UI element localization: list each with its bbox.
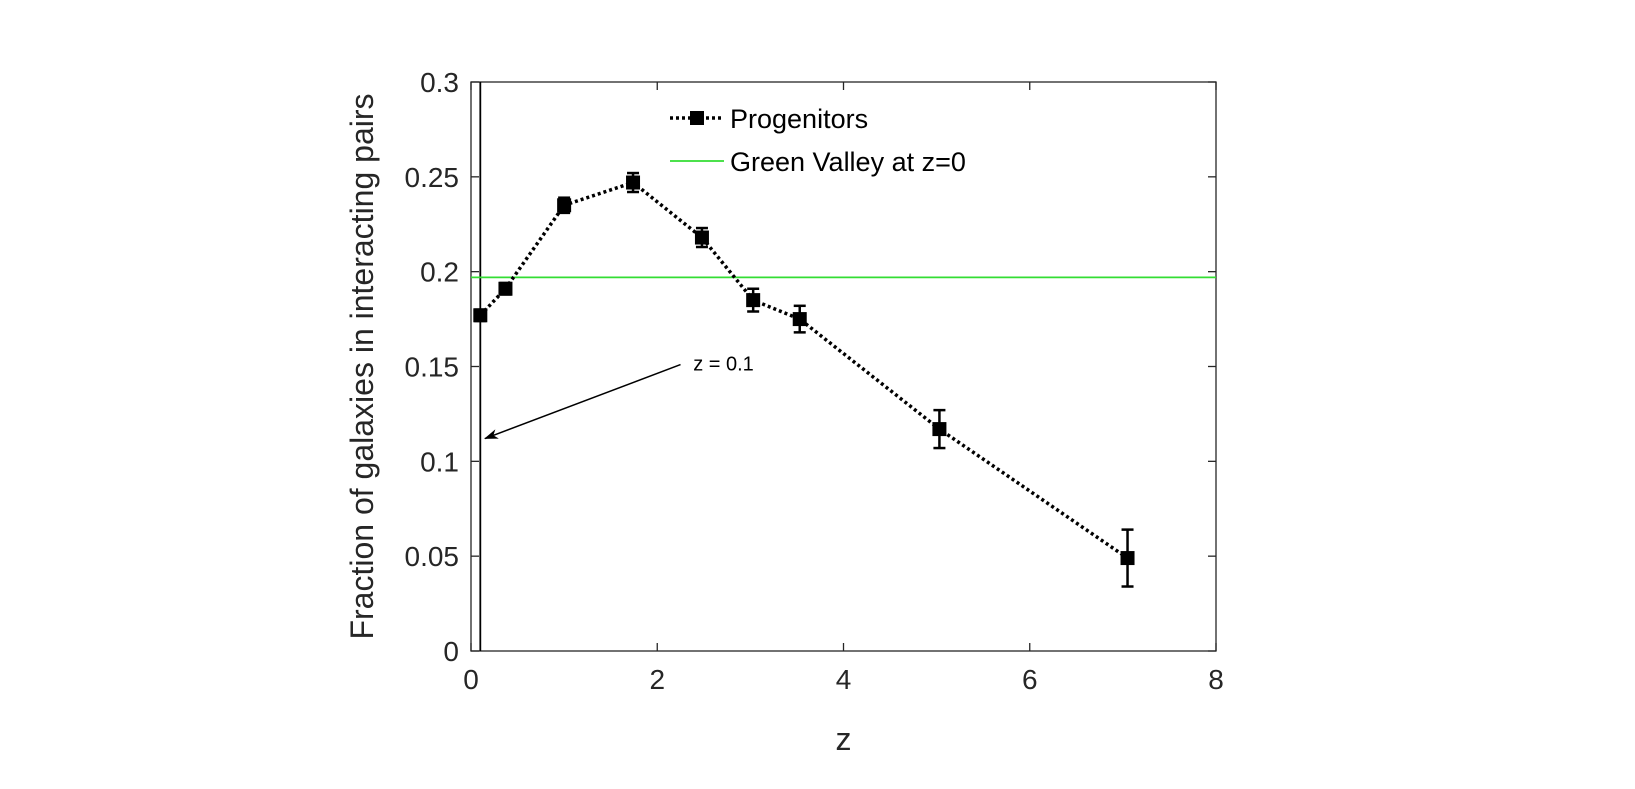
x-axis-label: z (836, 721, 852, 757)
progenitor-point (626, 175, 641, 190)
y-tick-label: 0.1 (420, 446, 459, 477)
x-tick-label: 4 (836, 664, 852, 695)
y-tick-label: 0 (443, 636, 459, 667)
y-tick-label: 0.25 (405, 162, 460, 193)
x-tick-label: 6 (1022, 664, 1038, 695)
legend-progenitors-label: Progenitors (730, 104, 868, 134)
y-tick-label: 0.05 (405, 541, 460, 572)
x-tick-label: 8 (1208, 664, 1224, 695)
y-axis-label: Fraction of galaxies in interacting pair… (344, 93, 380, 639)
y-tick-label: 0.2 (420, 257, 459, 288)
progenitor-point (1120, 551, 1135, 566)
legend-progenitors-swatch-marker (690, 111, 704, 125)
annotation-arrow (484, 363, 681, 440)
legend-green-valley-label: Green Valley at z=0 (730, 147, 966, 177)
progenitor-point (746, 293, 761, 308)
progenitor-point (473, 308, 488, 323)
y-tick-label: 0.15 (405, 352, 460, 383)
progenitors-line (479, 180, 1129, 560)
x-tick-label: 2 (649, 664, 665, 695)
progenitor-point (694, 230, 709, 245)
progenitor-point (498, 281, 513, 296)
annotation-text: z = 0.1 (693, 353, 754, 375)
progenitor-point (557, 198, 572, 213)
x-tick-label: 0 (463, 664, 479, 695)
progenitor-point (932, 422, 947, 437)
y-tick-label: 0.3 (420, 67, 459, 98)
progenitor-point (792, 312, 807, 327)
